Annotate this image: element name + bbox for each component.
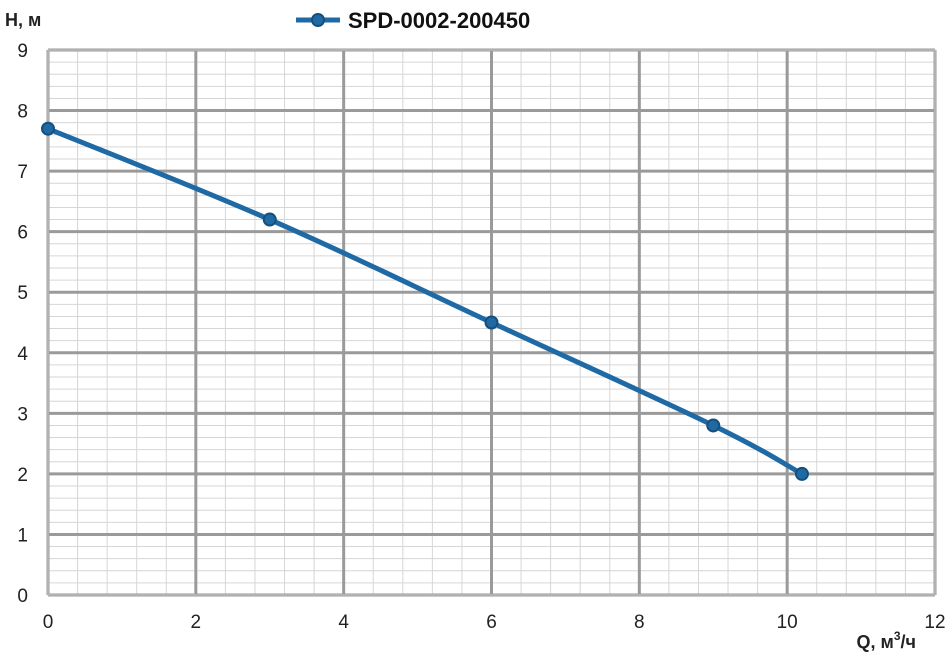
y-axis-title: H, м: [5, 10, 41, 30]
data-point: [794, 466, 809, 481]
x-tick-label: 2: [191, 612, 202, 633]
y-tick-label: 8: [17, 102, 28, 123]
series-line: [45, 126, 805, 477]
legend-marker: [311, 13, 325, 27]
data-point: [262, 212, 277, 227]
legend-label: SPD-0002-200450: [348, 8, 530, 33]
x-axis-title: Q, м3/ч: [857, 629, 916, 652]
y-tick-label: 9: [17, 41, 28, 62]
x-tick-label: 12: [924, 612, 945, 633]
y-tick-label: 2: [17, 465, 28, 486]
y-tick-label: 5: [17, 283, 28, 304]
x-tick-label: 6: [486, 612, 497, 633]
x-tick-label: 4: [338, 612, 349, 633]
x-tick-label: 0: [43, 612, 54, 633]
x-axis-title-sup: 3: [894, 629, 901, 643]
y-tick-label: 3: [17, 404, 28, 425]
x-tick-label: 10: [777, 612, 798, 633]
y-tick-label: 6: [17, 223, 28, 244]
y-tick-label: 0: [17, 586, 28, 607]
y-tick-label: 1: [17, 525, 28, 546]
series-group: [41, 121, 809, 481]
y-axis-ticks: 0 1 2 3 4 5 6 7 8 9: [17, 41, 28, 607]
x-axis-ticks: 0 2 4 6 8 10 12: [43, 612, 946, 633]
data-point: [41, 121, 55, 136]
data-point: [484, 315, 499, 330]
y-tick-label: 7: [17, 162, 28, 183]
legend: SPD-0002-200450: [296, 8, 530, 33]
plot-area: [47, 49, 936, 596]
x-axis-title-suffix: /ч: [901, 632, 916, 652]
x-axis-title-main: Q, м: [857, 632, 894, 652]
y-tick-label: 4: [17, 344, 28, 365]
x-tick-label: 8: [634, 612, 645, 633]
data-point: [706, 418, 721, 433]
